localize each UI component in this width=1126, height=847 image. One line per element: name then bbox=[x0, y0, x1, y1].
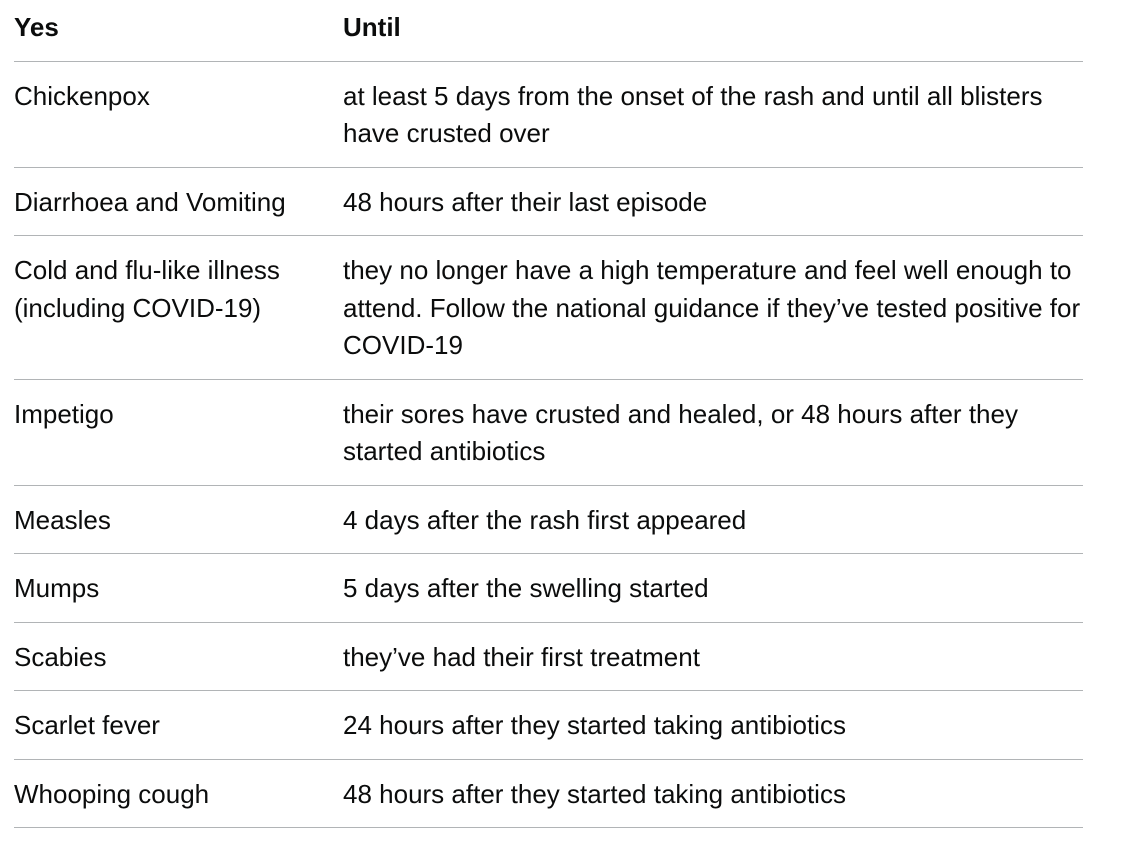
exclusion-table: Yes Until Chickenpox at least 5 days fro… bbox=[14, 0, 1083, 828]
table-row: Impetigo their sores have crusted and he… bbox=[14, 379, 1083, 486]
illness-cell: Diarrhoea and Vomiting bbox=[14, 167, 343, 236]
table-header-row: Yes Until bbox=[14, 0, 1083, 62]
until-cell: they no longer have a high temperature a… bbox=[343, 235, 1083, 380]
until-cell: 48 hours after they started taking antib… bbox=[343, 759, 1083, 828]
until-cell: 48 hours after their last episode bbox=[343, 167, 1083, 236]
exclusion-table-container: Yes Until Chickenpox at least 5 days fro… bbox=[14, 0, 1083, 828]
table-row: Whooping cough 48 hours after they start… bbox=[14, 759, 1083, 828]
table-row: Chickenpox at least 5 days from the onse… bbox=[14, 61, 1083, 168]
illness-cell: Chickenpox bbox=[14, 61, 343, 168]
illness-cell: Cold and flu-like illness (including COV… bbox=[14, 235, 343, 380]
column-header-yes: Yes bbox=[14, 0, 343, 62]
until-cell: 4 days after the rash first appeared bbox=[343, 485, 1083, 554]
table-row: Measles 4 days after the rash first appe… bbox=[14, 485, 1083, 554]
illness-cell: Scarlet fever bbox=[14, 690, 343, 760]
until-cell: 24 hours after they started taking antib… bbox=[343, 690, 1083, 760]
illness-cell: Impetigo bbox=[14, 379, 343, 486]
table-row: Scabies they’ve had their first treatmen… bbox=[14, 622, 1083, 691]
illness-cell: Measles bbox=[14, 485, 343, 554]
until-cell: 5 days after the swelling started bbox=[343, 553, 1083, 623]
table-row: Diarrhoea and Vomiting 48 hours after th… bbox=[14, 167, 1083, 236]
table-row: Scarlet fever 24 hours after they starte… bbox=[14, 690, 1083, 760]
illness-cell: Whooping cough bbox=[14, 759, 343, 828]
illness-cell: Mumps bbox=[14, 553, 343, 623]
illness-cell: Scabies bbox=[14, 622, 343, 691]
until-cell: they’ve had their first treatment bbox=[343, 622, 1083, 691]
until-cell: their sores have crusted and healed, or … bbox=[343, 379, 1083, 486]
table-row: Cold and flu-like illness (including COV… bbox=[14, 235, 1083, 380]
column-header-until: Until bbox=[343, 0, 1083, 62]
table-row: Mumps 5 days after the swelling started bbox=[14, 553, 1083, 623]
until-cell: at least 5 days from the onset of the ra… bbox=[343, 61, 1083, 168]
